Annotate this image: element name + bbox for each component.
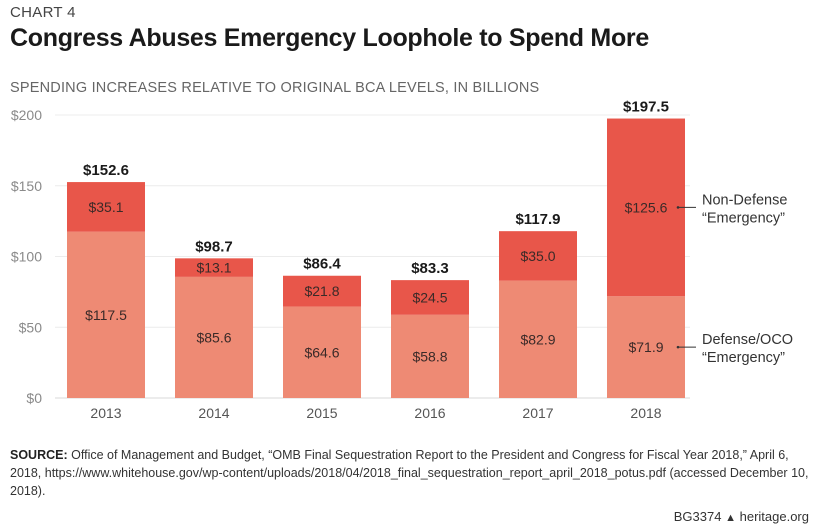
y-tick-label: $100	[11, 249, 42, 265]
total-label: $86.4	[303, 256, 341, 273]
x-tick-label: 2018	[630, 405, 661, 421]
bar-segment-non-defense-2018	[607, 118, 685, 297]
legend-dot-non-defense	[676, 206, 680, 209]
y-tick-label: $150	[11, 178, 42, 194]
source-text: Office of Management and Budget, “OMB Fi…	[10, 448, 809, 498]
x-tick-label: 2015	[306, 405, 337, 421]
data-label-non-defense: $13.1	[196, 260, 231, 276]
bar-segment-defense-2013	[67, 231, 145, 398]
data-label-non-defense: $35.1	[88, 199, 123, 215]
stacked-bar-chart: $0 $50 $100 $150 $200 $117.5 $35.1 $152.6 2013 $…	[11, 99, 793, 421]
legend-label-defense-line2: “Emergency”	[702, 350, 785, 366]
data-label-non-defense: $21.8	[304, 283, 339, 299]
x-tick-label: 2017	[522, 405, 553, 421]
legend-label-non-defense-line2: “Emergency”	[702, 210, 785, 226]
total-label: $117.9	[515, 211, 560, 228]
chart-subtitle: SPENDING INCREASES RELATIVE TO ORIGINAL …	[10, 80, 540, 96]
total-label: $152.6	[83, 162, 129, 179]
x-tick-label: 2016	[414, 405, 445, 421]
bar-segment-non-defense-2013	[67, 182, 145, 232]
data-label-defense: $82.9	[520, 331, 555, 347]
data-label-non-defense: $125.6	[625, 199, 668, 215]
bar-segment-non-defense-2014	[175, 258, 253, 277]
bar-segment-non-defense-2016	[391, 280, 469, 315]
x-tick-label: 2014	[198, 405, 229, 421]
bar-segment-defense-2014	[175, 276, 253, 398]
total-label: $83.3	[411, 260, 449, 277]
bar-segment-defense-2017	[499, 280, 577, 398]
chart-title: Congress Abuses Emergency Loophole to Sp…	[10, 24, 649, 52]
legend-label-non-defense-line1: Non-Defense	[702, 192, 787, 208]
chart-kicker: CHART 4	[10, 4, 76, 21]
report-code: BG3374	[673, 509, 722, 524]
data-label-non-defense: $24.5	[412, 289, 447, 305]
bar-segment-non-defense-2015	[283, 275, 361, 307]
bell-icon: ▲	[725, 512, 736, 524]
bar-segment-non-defense-2017	[499, 231, 577, 281]
legend-dot-defense	[676, 345, 680, 349]
y-tick-label: $200	[11, 107, 42, 123]
site-name: heritage.org	[739, 509, 809, 524]
legend-label-defense-line1: Defense/OCO	[702, 332, 793, 348]
x-tick-label: 2013	[90, 405, 121, 421]
bar-segment-defense-2015	[283, 306, 361, 398]
total-label: $197.5	[623, 99, 669, 116]
y-tick-label: $50	[19, 319, 43, 335]
footer-credit: BG3374 ▲ heritage.org	[674, 509, 809, 524]
bar-segment-defense-2016	[391, 314, 469, 398]
data-label-defense: $64.6	[304, 344, 339, 360]
data-label-defense: $117.5	[85, 307, 127, 323]
bar-segment-defense-2018	[607, 296, 685, 398]
data-label-defense: $58.8	[412, 348, 447, 364]
y-tick-label: $0	[26, 390, 42, 406]
data-label-non-defense: $35.0	[520, 248, 555, 264]
data-label-defense: $71.9	[628, 339, 663, 355]
source-label: SOURCE:	[10, 448, 68, 462]
total-label: $98.7	[195, 238, 233, 255]
source-note: SOURCE: Office of Management and Budget,…	[10, 446, 810, 500]
data-label-defense: $85.6	[196, 329, 231, 345]
